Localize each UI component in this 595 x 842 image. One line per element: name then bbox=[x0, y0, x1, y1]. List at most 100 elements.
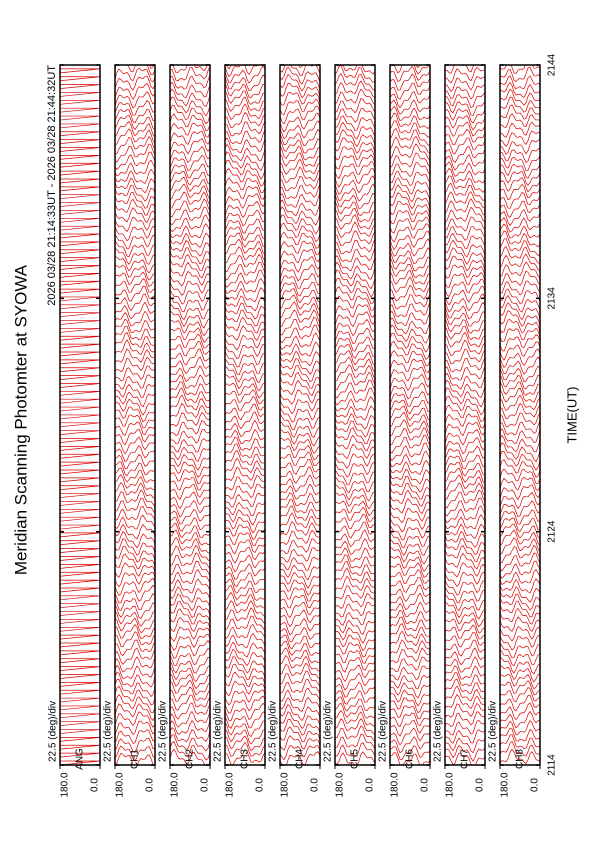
trace bbox=[390, 373, 430, 391]
trace bbox=[170, 176, 210, 193]
trace bbox=[390, 616, 430, 632]
trace bbox=[335, 387, 375, 406]
y-tick-label: 0.0 bbox=[145, 778, 156, 792]
trace bbox=[115, 177, 155, 194]
trace bbox=[390, 682, 430, 699]
trace bbox=[225, 226, 265, 242]
trace bbox=[170, 154, 210, 172]
trace bbox=[445, 379, 485, 399]
trace bbox=[280, 281, 320, 297]
trace bbox=[170, 122, 210, 138]
trace bbox=[60, 76, 100, 82]
trace bbox=[280, 458, 320, 475]
trace bbox=[225, 663, 265, 680]
trace bbox=[390, 507, 430, 524]
trace bbox=[280, 166, 320, 184]
trace bbox=[335, 221, 375, 239]
trace bbox=[390, 482, 430, 500]
trace bbox=[280, 193, 320, 208]
trace bbox=[225, 615, 265, 632]
trace bbox=[500, 734, 540, 750]
trace bbox=[170, 183, 210, 201]
trace bbox=[170, 647, 210, 667]
trace bbox=[115, 168, 155, 184]
trace bbox=[335, 72, 375, 91]
trace bbox=[390, 736, 430, 754]
trace bbox=[335, 619, 375, 635]
trace bbox=[445, 693, 485, 709]
trace bbox=[500, 66, 540, 83]
trace bbox=[60, 390, 100, 396]
trace bbox=[115, 91, 155, 109]
trace bbox=[335, 230, 375, 247]
trace bbox=[500, 192, 540, 209]
trace bbox=[280, 711, 320, 729]
trace bbox=[115, 67, 155, 83]
trace bbox=[500, 710, 540, 729]
trace bbox=[335, 192, 375, 209]
trace bbox=[445, 422, 485, 437]
trace bbox=[335, 717, 375, 735]
trace bbox=[335, 462, 375, 478]
trace bbox=[115, 264, 155, 281]
trace bbox=[390, 120, 430, 139]
trace bbox=[115, 497, 155, 514]
trace bbox=[115, 143, 155, 163]
trace bbox=[170, 302, 210, 321]
trace bbox=[60, 469, 100, 475]
y-tick-label: 0.0 bbox=[90, 778, 101, 792]
trace bbox=[280, 437, 320, 455]
trace bbox=[170, 529, 210, 546]
trace bbox=[335, 318, 375, 337]
trace bbox=[280, 547, 320, 563]
trace bbox=[445, 128, 485, 146]
trace bbox=[280, 389, 320, 405]
trace bbox=[115, 577, 155, 597]
trace bbox=[60, 92, 100, 97]
trace bbox=[390, 269, 430, 285]
trace bbox=[445, 672, 485, 687]
trace bbox=[390, 184, 430, 203]
trace bbox=[335, 379, 375, 399]
trace bbox=[170, 616, 210, 633]
trace bbox=[225, 335, 265, 351]
trace bbox=[60, 257, 100, 262]
trace bbox=[500, 402, 540, 420]
trace bbox=[115, 114, 155, 131]
trace bbox=[445, 175, 485, 193]
trace bbox=[60, 540, 100, 546]
trace bbox=[390, 531, 430, 549]
trace bbox=[60, 162, 100, 168]
trace bbox=[335, 696, 375, 712]
trace bbox=[445, 720, 485, 736]
trace bbox=[390, 498, 430, 515]
trace bbox=[60, 241, 100, 247]
trace bbox=[115, 301, 155, 320]
trace bbox=[115, 530, 155, 549]
trace bbox=[335, 657, 375, 673]
trace bbox=[60, 265, 100, 270]
chart-subtitle: 2026 03/28 21:14:33UT - 2026 03/28 21:44… bbox=[46, 65, 58, 306]
trace bbox=[60, 642, 100, 648]
trace bbox=[500, 727, 540, 742]
trace bbox=[115, 293, 155, 311]
trace bbox=[445, 593, 485, 612]
y-tick-label: 0.0 bbox=[530, 778, 541, 792]
trace bbox=[170, 552, 210, 569]
trace bbox=[390, 317, 430, 335]
trace bbox=[390, 442, 430, 462]
trace bbox=[445, 232, 485, 249]
trace bbox=[500, 104, 540, 120]
trace bbox=[390, 238, 430, 257]
trace bbox=[280, 647, 320, 664]
trace bbox=[390, 90, 430, 109]
trace bbox=[280, 726, 320, 743]
trace bbox=[500, 238, 540, 257]
trace bbox=[225, 720, 265, 738]
trace bbox=[500, 642, 540, 659]
trace bbox=[170, 673, 210, 690]
trace bbox=[170, 727, 210, 743]
channel-label: CH2 bbox=[185, 749, 196, 769]
trace bbox=[60, 689, 100, 695]
trace bbox=[115, 647, 155, 665]
